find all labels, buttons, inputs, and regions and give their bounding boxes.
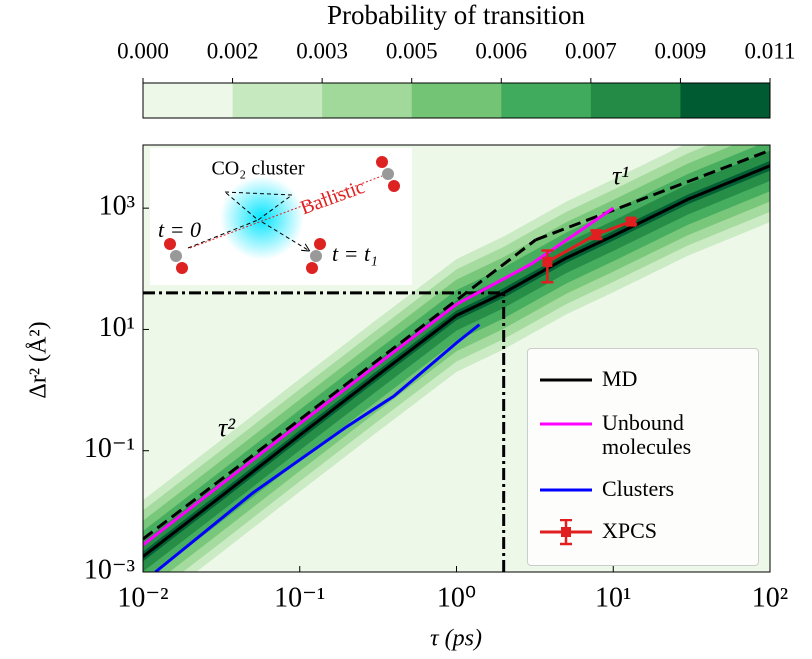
series-line: [154, 323, 481, 572]
legend: MD Unbound molecules Clusters XPCS: [527, 348, 759, 566]
guide-line: [535, 148, 770, 242]
x-tick-label: 10²: [752, 582, 788, 613]
molecule: [376, 156, 400, 192]
colorbar-tick-label: 0.003: [296, 38, 348, 63]
colorbar-tick-label: 0.006: [475, 38, 527, 63]
colorbar-segment: [143, 83, 234, 118]
path-start: [187, 219, 259, 249]
colorbar-tick-label: 0.009: [655, 38, 707, 63]
colorbar-segment: [411, 83, 502, 118]
inset-end: t = t₁: [332, 241, 378, 266]
series-line: [143, 206, 615, 547]
colorbar-tick-label: 0.002: [207, 38, 259, 63]
y-axis-label: Δr² (Å²): [26, 321, 52, 398]
colorbar-tick-label: 0.007: [565, 38, 617, 63]
density-band: [143, 145, 770, 572]
colorbar-title: Probability of transition: [327, 0, 585, 30]
cluster-glow: [220, 176, 304, 260]
legend-swatch: [540, 378, 592, 382]
x-tick-label: 10⁰: [437, 582, 476, 613]
colorbar-segment: [232, 83, 323, 118]
x-tick-label: 10⁻²: [117, 582, 168, 613]
x-tick-label: 10⁻¹: [274, 582, 325, 613]
y-tick-label: 10⁻³: [84, 554, 135, 585]
legend-label: XPCS: [602, 518, 658, 543]
molecule: [306, 238, 326, 274]
colorbar-segment: [322, 83, 413, 118]
colorbar-segment: [680, 83, 771, 118]
marker: [591, 229, 602, 240]
guide-label: τ²: [218, 413, 236, 442]
inset-start: t = 0: [158, 217, 201, 242]
legend-label: MD: [602, 366, 638, 391]
molecule: [164, 238, 188, 274]
colorbar-segment: [590, 83, 681, 118]
legend-label: Unbound molecules: [602, 410, 692, 459]
guide-label: τ¹: [612, 161, 629, 190]
legend-swatch: [540, 422, 592, 426]
colorbar-tick-label: 0.005: [386, 38, 438, 63]
inset: CO₂ cluster t = 0 t = t₁ Ballistic: [150, 148, 412, 285]
x-tick-label: 10¹: [595, 582, 631, 613]
legend-swatch: [540, 488, 592, 492]
path-end: [261, 221, 308, 250]
marker: [626, 216, 637, 227]
y-tick-label: 10³: [99, 191, 135, 222]
series-line: [143, 164, 770, 558]
legend-label: Clusters: [602, 476, 675, 501]
colorbar-tick-label: 0.011: [745, 38, 796, 63]
legend-swatch: [540, 519, 592, 546]
inset-title: CO₂ cluster: [211, 158, 304, 180]
guide-line: [143, 238, 537, 541]
colorbar-frame: [142, 82, 771, 119]
y-tick-label: 10⁻¹: [84, 433, 135, 464]
colorbar-tick-label: 0.000: [117, 38, 169, 63]
colorbar-segment: [501, 83, 592, 118]
y-tick-label: 10¹: [99, 312, 135, 343]
marker: [542, 256, 553, 267]
x-axis-label: τ (ps): [430, 626, 482, 652]
